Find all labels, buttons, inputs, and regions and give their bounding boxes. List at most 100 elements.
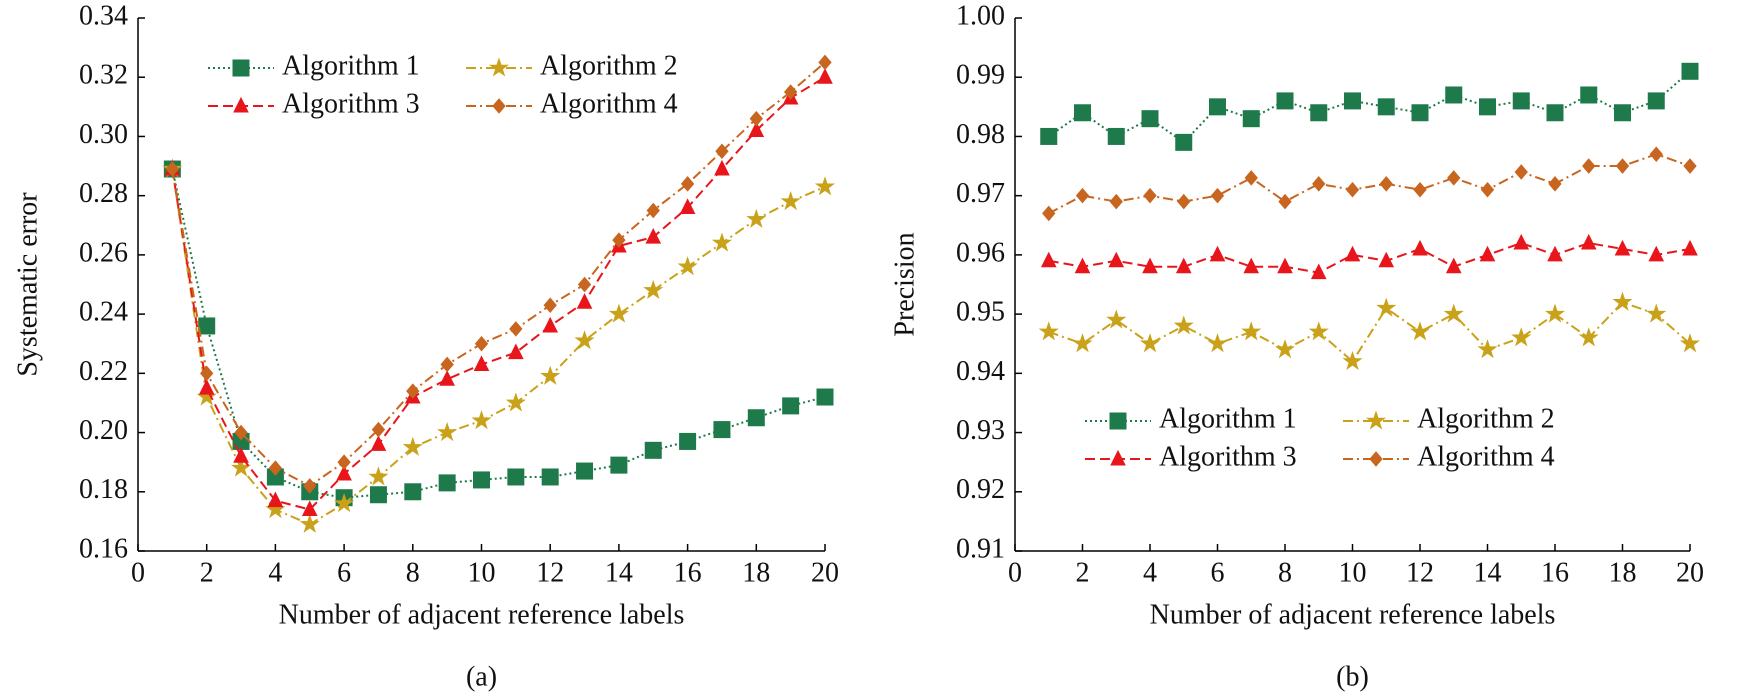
- marker: [1376, 297, 1397, 317]
- x-tick-label: 12: [536, 557, 564, 588]
- y-axis-label: Systematic error: [12, 192, 43, 377]
- legend-marker: [1110, 449, 1126, 466]
- x-tick-label: 8: [1278, 557, 1292, 588]
- marker: [368, 466, 389, 486]
- marker: [541, 468, 559, 486]
- legend-label: Algorithm 2: [540, 50, 678, 81]
- marker: [474, 335, 489, 352]
- legend-label: Algorithm 2: [1417, 403, 1555, 434]
- x-tick-label: 20: [811, 557, 839, 588]
- y-tick-label: 0.18: [79, 474, 128, 505]
- marker: [713, 421, 731, 439]
- marker: [1683, 158, 1697, 174]
- marker: [780, 191, 801, 211]
- marker: [1276, 92, 1294, 110]
- x-tick-label: 2: [1076, 557, 1090, 588]
- marker: [1242, 110, 1260, 128]
- legend-label: Algorithm 4: [540, 88, 678, 119]
- legend-marker: [232, 59, 250, 77]
- marker: [1038, 321, 1059, 341]
- marker: [1042, 205, 1056, 222]
- x-tick-label: 6: [337, 557, 351, 588]
- series-line: [171, 168, 826, 499]
- marker: [1107, 127, 1125, 145]
- marker: [782, 397, 800, 415]
- x-tick-label: 12: [1406, 557, 1434, 588]
- marker: [406, 383, 420, 399]
- chart: 0.91 0.92 0.93 0.94 0.95 0.96 0.97 0.98 0.99 1.00…: [889, 0, 1704, 692]
- marker: [1648, 245, 1665, 262]
- marker: [334, 493, 355, 513]
- marker: [404, 483, 422, 501]
- marker: [1074, 104, 1091, 122]
- marker: [1480, 181, 1495, 198]
- y-axis-label: Precision: [889, 232, 920, 336]
- marker: [608, 303, 629, 323]
- marker: [679, 432, 697, 450]
- marker: [1344, 245, 1361, 262]
- caption: (a): [466, 661, 497, 692]
- marker: [507, 468, 525, 486]
- marker: [542, 316, 559, 333]
- marker: [577, 276, 592, 293]
- marker: [1479, 98, 1496, 116]
- legend-label: Algorithm 3: [282, 88, 420, 119]
- marker: [783, 84, 798, 100]
- marker: [1544, 303, 1566, 323]
- marker: [646, 202, 660, 219]
- marker: [505, 392, 526, 412]
- marker: [234, 424, 248, 441]
- marker: [303, 478, 317, 494]
- marker: [509, 321, 523, 337]
- marker: [747, 409, 765, 427]
- y-tick-label: 0.28: [79, 178, 128, 209]
- marker: [1142, 257, 1158, 274]
- marker: [402, 436, 423, 456]
- marker: [198, 317, 216, 335]
- series-line: [1048, 70, 1691, 144]
- marker: [1379, 176, 1393, 192]
- marker: [574, 330, 595, 350]
- marker: [644, 441, 662, 459]
- series-line: [171, 76, 826, 511]
- chart: 0.16 0.18 0.20 0.22 0.24 0.26 0.28 0.30 0.32 0.34…: [12, 0, 839, 692]
- x-axis-label: Number of adjacent reference labels: [279, 599, 685, 630]
- marker: [612, 232, 626, 248]
- marker: [1274, 339, 1296, 359]
- series-line: [171, 168, 826, 526]
- marker: [1547, 245, 1563, 262]
- marker: [1445, 86, 1463, 104]
- marker: [1514, 164, 1528, 180]
- y-tick-label: 0.34: [79, 0, 128, 31]
- marker: [1511, 327, 1532, 347]
- x-tick-label: 0: [131, 557, 145, 588]
- marker: [1243, 257, 1260, 274]
- marker: [1210, 187, 1225, 204]
- x-tick-label: 8: [406, 557, 420, 588]
- legend-marker: [1369, 451, 1383, 467]
- y-tick-label: 0.92: [956, 474, 1005, 505]
- x-tick-label: 18: [1609, 557, 1637, 588]
- legend-marker: [233, 96, 249, 113]
- y-tick-label: 0.91: [956, 533, 1005, 564]
- marker: [1612, 291, 1633, 311]
- x-axis-label: Number of adjacent reference labels: [1150, 599, 1556, 630]
- x-tick-label: 2: [200, 557, 214, 588]
- marker: [1582, 158, 1596, 174]
- legend-label: Algorithm 1: [282, 50, 420, 81]
- x-tick-label: 4: [268, 557, 282, 588]
- marker: [1207, 333, 1228, 353]
- marker: [1445, 257, 1462, 274]
- marker: [1072, 333, 1093, 353]
- marker: [473, 471, 490, 489]
- marker: [715, 143, 729, 160]
- marker: [680, 176, 695, 192]
- marker: [1614, 104, 1631, 122]
- x-tick-label: 4: [1143, 557, 1157, 588]
- marker: [267, 491, 284, 508]
- legend-marker: [1365, 410, 1387, 430]
- y-tick-label: 0.20: [79, 415, 128, 446]
- marker: [1443, 303, 1464, 323]
- marker: [1244, 170, 1258, 186]
- legend-label: Algorithm 3: [1159, 441, 1297, 472]
